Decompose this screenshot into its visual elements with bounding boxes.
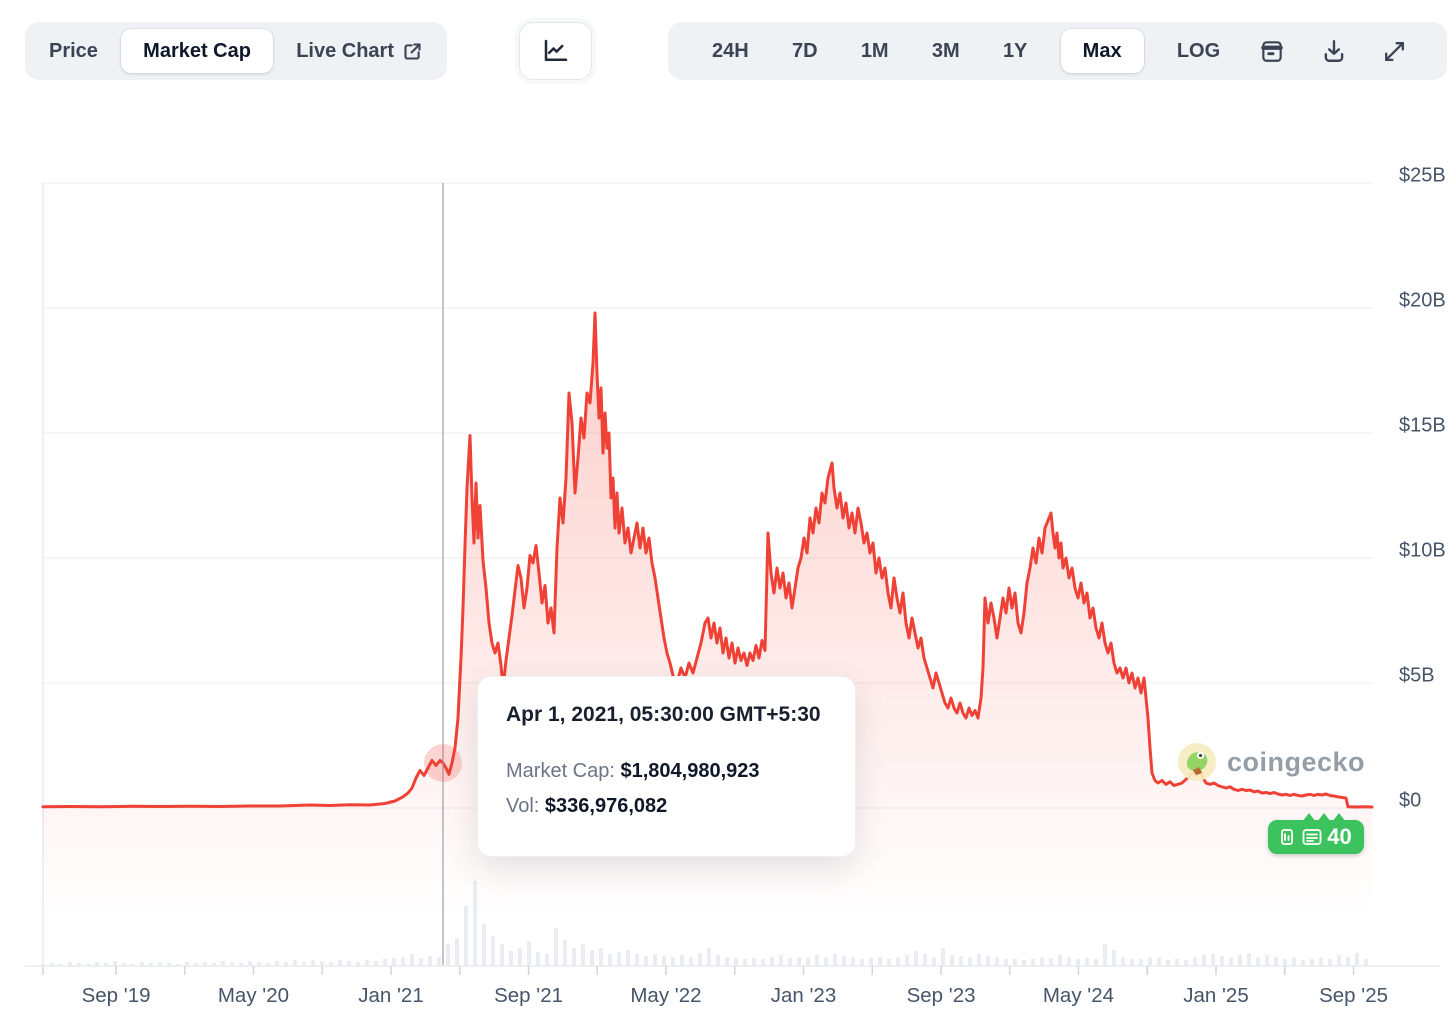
y-axis-label: $25B	[1399, 164, 1446, 186]
fullscreen-icon	[1385, 41, 1404, 61]
tooltip-volume-label: Vol:	[506, 795, 545, 817]
range-7d[interactable]: 7D	[782, 29, 828, 73]
y-axis-label: $10B	[1399, 539, 1446, 561]
download-icon	[1324, 40, 1344, 62]
range-1m[interactable]: 1M	[851, 29, 899, 73]
external-link-icon	[404, 42, 421, 60]
y-axis-label: $15B	[1399, 414, 1446, 436]
tooltip-date: Apr 1, 2021, 05:30:00 GMT+5:30	[506, 703, 821, 726]
tab-price[interactable]: Price	[39, 29, 108, 73]
calendar-icon	[1261, 41, 1284, 62]
x-axis-label: May '20	[218, 984, 289, 1007]
x-axis-label: Jan '25	[1183, 984, 1248, 1007]
range-log[interactable]: LOG	[1167, 29, 1230, 73]
market-cap-area	[43, 313, 1372, 966]
x-axis-label: Sep '21	[494, 984, 563, 1007]
fullscreen-button[interactable]	[1376, 29, 1413, 73]
range-switcher: 24H 7D 1M 3M 1Y Max LOG	[668, 22, 1447, 80]
chart-type-button[interactable]	[519, 22, 592, 80]
chart-tooltip: Apr 1, 2021, 05:30:00 GMT+5:30 Market Ca…	[477, 676, 856, 857]
x-axis-label: Sep '25	[1319, 984, 1388, 1007]
range-24h[interactable]: 24H	[702, 29, 759, 73]
x-axis-label: May '24	[1043, 984, 1114, 1007]
x-axis-label: Jan '23	[771, 984, 836, 1007]
x-axis-label: Jan '21	[358, 984, 423, 1007]
tooltip-market-cap-value: $1,804,980,923	[620, 760, 760, 782]
download-button[interactable]	[1315, 29, 1353, 73]
range-3m[interactable]: 3M	[922, 29, 970, 73]
tab-market-cap[interactable]: Market Cap	[121, 29, 273, 73]
market-cap-line	[41, 311, 1374, 809]
line-chart-icon	[544, 39, 567, 61]
x-axis-label: Sep '23	[907, 984, 976, 1007]
view-switcher: Price Market Cap Live Chart	[25, 22, 447, 80]
y-axis-label: $0	[1399, 789, 1421, 811]
x-axis-label: Sep '19	[82, 984, 151, 1007]
y-axis-label: $20B	[1399, 289, 1446, 311]
tooltip-volume-value: $336,976,082	[544, 795, 668, 817]
tooltip-volume-row: Vol: $336,976,082	[506, 789, 827, 824]
hovered-point-halo	[424, 744, 462, 782]
range-1y[interactable]: 1Y	[993, 29, 1037, 73]
range-max[interactable]: Max	[1060, 29, 1144, 73]
tooltip-market-cap-label: Market Cap:	[506, 760, 621, 782]
tooltip-market-cap-row: Market Cap: $1,804,980,923	[506, 754, 827, 789]
x-axis-label: May '22	[630, 984, 701, 1007]
y-axis-label: $5B	[1399, 664, 1435, 686]
tab-live-chart-label: Live Chart	[296, 39, 394, 62]
calendar-button[interactable]	[1253, 29, 1291, 73]
tab-live-chart[interactable]: Live Chart	[286, 29, 433, 73]
